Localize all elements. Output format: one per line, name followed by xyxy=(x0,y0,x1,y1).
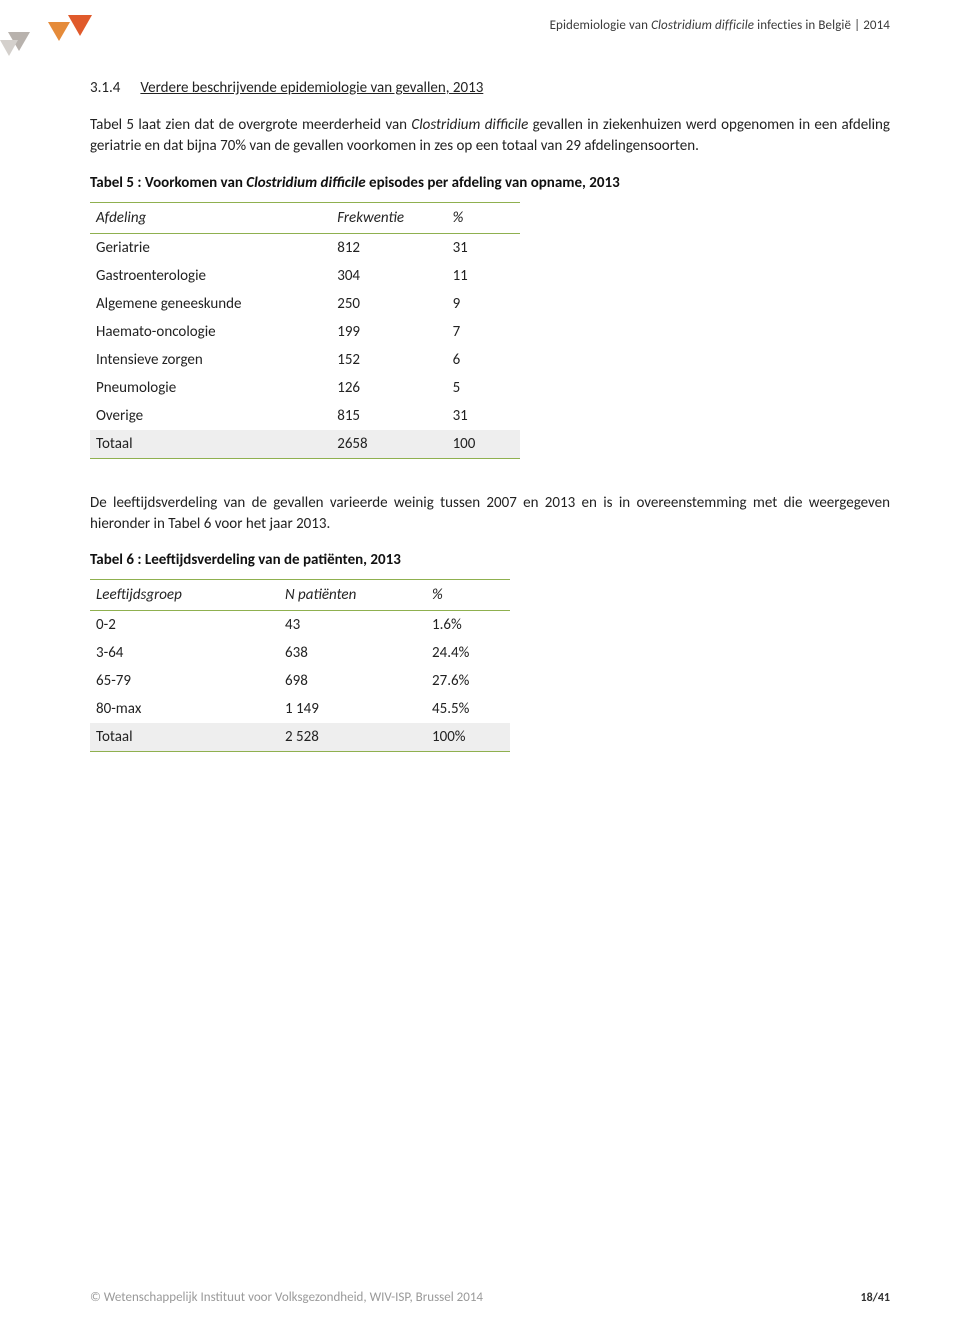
running-header: Epidemiologie van Clostridium difficile … xyxy=(90,18,890,33)
table-cell: 24.4% xyxy=(426,639,510,667)
table6-col-leeftijdsgroep: Leeftijdsgroep xyxy=(90,580,279,611)
section-number: 3.1.4 xyxy=(90,79,120,97)
table-cell: 65-79 xyxy=(90,667,279,695)
table-cell: 5 xyxy=(447,374,520,402)
table-row: Geriatrie81231 xyxy=(90,233,520,262)
page-footer: © Wetenschappelijk Instituut voor Volksg… xyxy=(90,1290,890,1305)
table-cell: 27.6% xyxy=(426,667,510,695)
footer-copyright: © Wetenschappelijk Instituut voor Volksg… xyxy=(90,1290,483,1305)
table-cell: Geriatrie xyxy=(90,233,331,262)
table6: Leeftijdsgroep N patiënten % 0-2431.6%3-… xyxy=(90,579,510,752)
table-cell: 250 xyxy=(331,290,446,318)
table-cell: 304 xyxy=(331,262,446,290)
table5-col-frekwentie: Frekwentie xyxy=(331,202,446,233)
table-cell: Overige xyxy=(90,402,331,430)
table-cell: 126 xyxy=(331,374,446,402)
header-logo-fragment xyxy=(0,10,100,70)
table-cell: Haemato-oncologie xyxy=(90,318,331,346)
table6-col-npatienten: N patiënten xyxy=(279,580,426,611)
table-cell: Totaal xyxy=(90,430,331,459)
table-cell: 43 xyxy=(279,611,426,640)
table5: Afdeling Frekwentie % Geriatrie81231Gast… xyxy=(90,202,520,459)
table6-col-percent: % xyxy=(426,580,510,611)
table-cell: 45.5% xyxy=(426,695,510,723)
table-row: 80-max1 14945.5% xyxy=(90,695,510,723)
table-cell: 1.6% xyxy=(426,611,510,640)
table-cell: 3-64 xyxy=(90,639,279,667)
table-cell: 638 xyxy=(279,639,426,667)
table5-col-afdeling: Afdeling xyxy=(90,202,331,233)
table-cell: Intensieve zorgen xyxy=(90,346,331,374)
table-cell: Algemene geneeskunde xyxy=(90,290,331,318)
table-cell: 815 xyxy=(331,402,446,430)
table-cell: 9 xyxy=(447,290,520,318)
table-cell: 100% xyxy=(426,723,510,752)
table-cell: 31 xyxy=(447,233,520,262)
para1-t1: Tabel 5 laat zien dat de overgrote meerd… xyxy=(90,116,411,134)
table-cell: 6 xyxy=(447,346,520,374)
table-row: 65-7969827.6% xyxy=(90,667,510,695)
table5-col-percent: % xyxy=(447,202,520,233)
header-italic: Clostridium difficile xyxy=(651,18,754,33)
table-cell: 100 xyxy=(447,430,520,459)
table-cell: 2658 xyxy=(331,430,446,459)
table-cell: Gastroenterologie xyxy=(90,262,331,290)
header-prefix: Epidemiologie van xyxy=(550,18,652,33)
table-cell: 2 528 xyxy=(279,723,426,752)
table-cell: 0-2 xyxy=(90,611,279,640)
paragraph-2: De leeftijdsverdeling van de gevallen va… xyxy=(90,493,890,536)
table-row: Totaal2658100 xyxy=(90,430,520,459)
table6-caption: Tabel 6 : Leeftijdsverdeling van de pati… xyxy=(90,551,890,569)
table-row: Overige81531 xyxy=(90,402,520,430)
footer-page-number: 18/41 xyxy=(861,1291,890,1305)
table-cell: 812 xyxy=(331,233,446,262)
table5-cap-pre: Tabel 5 : Voorkomen van xyxy=(90,174,246,192)
table5-cap-italic: Clostridium difficile xyxy=(246,174,365,192)
table-row: 0-2431.6% xyxy=(90,611,510,640)
table-cell: 7 xyxy=(447,318,520,346)
table-row: Totaal2 528100% xyxy=(90,723,510,752)
table-cell: Totaal xyxy=(90,723,279,752)
header-suffix: infecties in België | 2014 xyxy=(754,18,890,33)
para1-italic: Clostridium difficile xyxy=(411,116,528,134)
table-cell: 152 xyxy=(331,346,446,374)
table-cell: 1 149 xyxy=(279,695,426,723)
table-row: Pneumologie1265 xyxy=(90,374,520,402)
table-row: Intensieve zorgen1526 xyxy=(90,346,520,374)
table-cell: 698 xyxy=(279,667,426,695)
table-row: Algemene geneeskunde2509 xyxy=(90,290,520,318)
section-title: Verdere beschrijvende epidemiologie van … xyxy=(140,79,483,97)
table5-header-row: Afdeling Frekwentie % xyxy=(90,202,520,233)
table6-header-row: Leeftijdsgroep N patiënten % xyxy=(90,580,510,611)
section-heading: 3.1.4 Verdere beschrijvende epidemiologi… xyxy=(90,79,890,97)
table-row: 3-6463824.4% xyxy=(90,639,510,667)
table-cell: 199 xyxy=(331,318,446,346)
paragraph-1: Tabel 5 laat zien dat de overgrote meerd… xyxy=(90,115,890,158)
table-row: Gastroenterologie30411 xyxy=(90,262,520,290)
table-cell: 80-max xyxy=(90,695,279,723)
table5-cap-post: episodes per afdeling van opname, 2013 xyxy=(366,174,620,192)
table-cell: 11 xyxy=(447,262,520,290)
table-cell: Pneumologie xyxy=(90,374,331,402)
table5-caption: Tabel 5 : Voorkomen van Clostridium diff… xyxy=(90,174,890,192)
table-cell: 31 xyxy=(447,402,520,430)
table-row: Haemato-oncologie1997 xyxy=(90,318,520,346)
